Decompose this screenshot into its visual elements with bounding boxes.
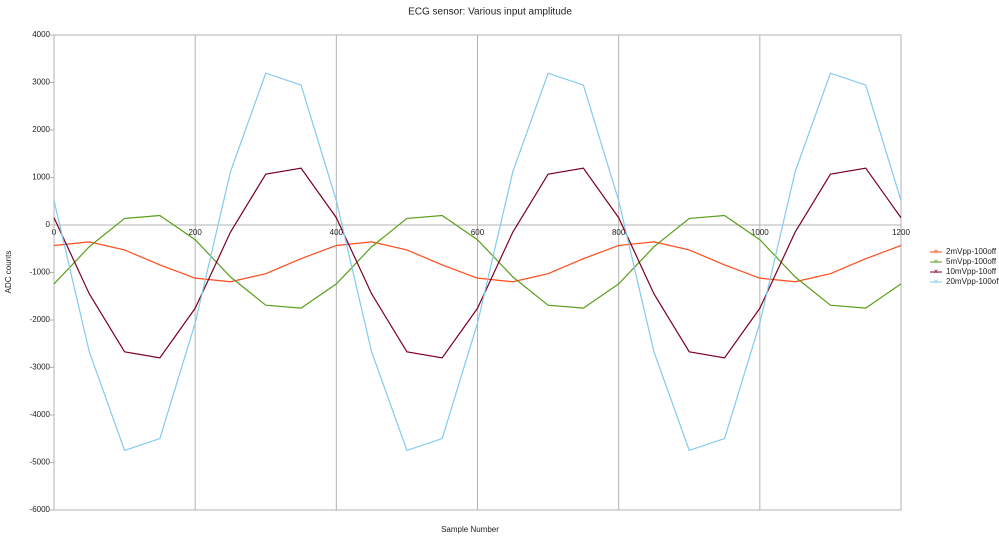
chart-title: ECG sensor: Various input amplitude	[408, 7, 572, 18]
legend-label: 2mVpp-100off	[946, 247, 997, 256]
y-tick-label: -1000	[30, 268, 51, 277]
legend-label: 20mVpp-100off	[946, 277, 999, 286]
series-line	[53, 214, 902, 309]
y-tick-label: -4000	[30, 410, 51, 419]
y-tick-label: 1000	[32, 173, 50, 182]
series-line	[53, 167, 902, 359]
legend-marker: ×	[934, 257, 939, 266]
x-tick-label: 800	[612, 228, 626, 237]
x-tick-label: 1000	[751, 228, 769, 237]
y-tick-label: -5000	[30, 458, 51, 467]
y-axis-label: ADC counts	[4, 251, 13, 294]
y-tick-label: -6000	[30, 505, 51, 514]
y-tick-label: 2000	[32, 125, 50, 134]
x-tick-label: 200	[188, 228, 202, 237]
y-tick-label: -3000	[30, 363, 51, 372]
y-tick-label: 4000	[32, 30, 50, 39]
legend-label: 5mVpp-100off	[946, 257, 997, 266]
legend-label: 10mVpp-10off	[946, 267, 997, 276]
x-tick-label: 400	[330, 228, 344, 237]
plot-frame	[53, 34, 902, 511]
y-tick-label: 0	[46, 220, 51, 229]
legend-marker: ×	[934, 277, 939, 286]
y-tick-label: -2000	[30, 315, 51, 324]
x-tick-label: 600	[471, 228, 485, 237]
series-line	[53, 72, 902, 452]
legend-marker: ×	[934, 267, 939, 276]
y-tick-label: 3000	[32, 78, 50, 87]
legend-marker: ×	[934, 247, 939, 256]
x-axis-label: Sample Number	[441, 525, 499, 534]
series-line	[53, 241, 902, 283]
